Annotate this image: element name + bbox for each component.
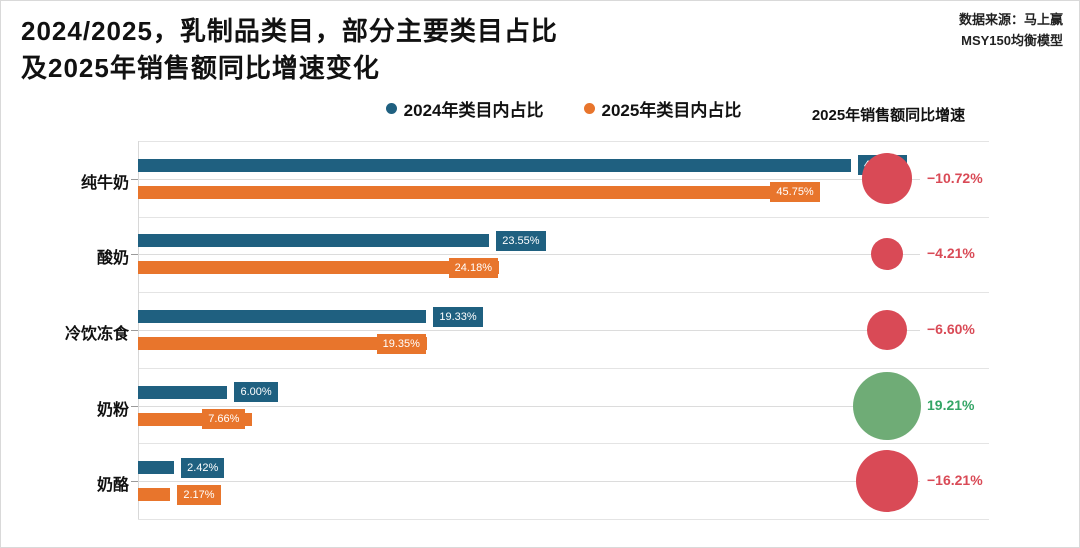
legend-dot-icon — [583, 103, 595, 114]
growth-circle-negative — [871, 238, 903, 271]
leader-line — [138, 405, 920, 407]
axis-tick — [131, 178, 138, 180]
source-line-1: 数据来源：马上赢 — [958, 12, 1063, 27]
growth-value-label: −10.72% — [927, 169, 983, 186]
axis-tick — [131, 330, 138, 331]
bar-value-label: 24.18% — [448, 257, 498, 278]
growth-value-label: −6.60% — [927, 321, 975, 337]
legend-label-2025: 2025年类目内占比 — [601, 101, 742, 120]
bar-2025 — [138, 337, 427, 350]
growth-circle-negative — [867, 310, 907, 350]
gridline — [138, 216, 989, 218]
bar-value-label: 19.33% — [433, 306, 483, 327]
bar-value-label: 19.35% — [376, 333, 426, 354]
bar-value-label: 2.42% — [181, 457, 225, 478]
bar-2024 — [138, 385, 228, 399]
gridline — [138, 519, 989, 520]
bar-2024 — [138, 158, 851, 172]
legend-dot-icon — [385, 103, 397, 114]
category-label: 奶酪 — [96, 477, 129, 495]
gridline — [138, 141, 989, 142]
source-line-2: MSY150均衡模型 — [961, 33, 1063, 48]
bar-2024 — [138, 461, 175, 475]
category-label: 纯牛奶 — [80, 174, 129, 192]
category-label: 冷饮冻食 — [64, 326, 129, 343]
growth-circle-negative — [861, 153, 913, 205]
y-axis-line — [138, 141, 139, 519]
chart-legend: 2024年类目内占比 2025年类目内占比 — [138, 96, 989, 121]
axis-tick — [131, 481, 138, 483]
bar-value-label: 6.00% — [234, 382, 278, 403]
bar-2025 — [138, 185, 821, 199]
bar-value-label: 45.75% — [770, 182, 820, 203]
category-label: 奶粉 — [96, 401, 129, 419]
legend-item-2024: 2024年类目内占比 — [385, 96, 544, 121]
bar-2025 — [138, 488, 171, 502]
title-line-1: 2024/2025，乳制品类目，部分主要类目占比 — [21, 16, 558, 46]
legend-item-2025: 2025年类目内占比 — [583, 96, 742, 121]
gridline — [138, 443, 989, 445]
leader-line — [138, 178, 920, 180]
bar-2024 — [138, 310, 427, 323]
page-title: 2024/2025，乳制品类目，部分主要类目占比 及2025年销售额同比增速变化 — [21, 13, 558, 87]
leader-line — [138, 254, 920, 256]
bar-value-label: 2.17% — [177, 484, 221, 505]
bar-value-label: 7.66% — [202, 409, 246, 430]
bar-value-label: 23.55% — [496, 230, 546, 251]
bar-2024 — [138, 234, 490, 248]
gridline — [138, 292, 989, 294]
growth-circle-positive — [853, 371, 921, 440]
growth-column-header: 2025年销售额同比增速 — [811, 107, 966, 124]
leader-line — [138, 481, 920, 483]
gridline — [138, 367, 989, 369]
growth-value-label: −16.21% — [927, 472, 983, 489]
leader-line — [138, 330, 920, 331]
data-source: 数据来源：马上赢 MSY150均衡模型 — [959, 9, 1063, 51]
growth-circle-negative — [855, 449, 919, 513]
growth-value-label: −4.21% — [927, 245, 975, 262]
bar-2025 — [138, 261, 499, 275]
legend-label-2024: 2024年类目内占比 — [403, 101, 544, 120]
axis-tick — [131, 405, 138, 407]
category-label: 酸奶 — [96, 250, 129, 268]
axis-tick — [131, 254, 138, 256]
title-line-2: 及2025年销售额同比增速变化 — [21, 53, 380, 83]
growth-value-label: 19.21% — [927, 396, 975, 413]
